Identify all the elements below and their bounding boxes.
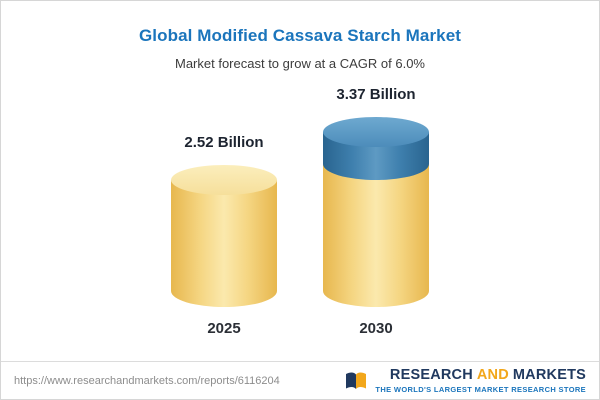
logo-wordmark: RESEARCH AND MARKETS [390, 367, 586, 383]
bar-chart: 2.52 Billion 2025 3.37 Billion 2030 [1, 83, 599, 337]
footer-bar: https://www.researchandmarkets.com/repor… [1, 361, 599, 399]
value-label-2030: 3.37 Billion [336, 86, 416, 103]
bar-column-2025: 2.52 Billion 2025 [171, 134, 277, 337]
category-label-2030: 2030 [359, 320, 393, 337]
logo-tagline: THE WORLD'S LARGEST MARKET RESEARCH STOR… [375, 385, 586, 394]
bar-column-2030: 3.37 Billion 2030 [323, 86, 429, 337]
cylinder-body-2025 [171, 180, 277, 307]
cylinder-top-2030 [323, 117, 429, 147]
bar-2030 [323, 117, 429, 307]
value-label-2025: 2.52 Billion [184, 134, 264, 151]
page-title: Global Modified Cassava Starch Market [138, 26, 462, 45]
report-url: https://www.researchandmarkets.com/repor… [14, 374, 280, 387]
logo-text: RESEARCH AND MARKETS THE WORLD'S LARGEST M… [375, 367, 586, 394]
logo-word-research: RESEARCH [389, 367, 473, 383]
logo-word-markets: MARKETS [512, 367, 586, 383]
open-book-logo-icon [346, 372, 367, 389]
category-label-2025: 2025 [207, 320, 241, 337]
cylinder-top-2025 [171, 165, 277, 195]
page-subtitle: Market forecast to grow at a CAGR of 6.0… [175, 56, 425, 71]
company-logo: RESEARCH AND MARKETS THE WORLD'S LARGEST M… [344, 367, 586, 394]
logo-word-and: AND [476, 367, 509, 383]
chart-header: Global Modified Cassava Starch Market Ma… [1, 1, 599, 71]
bar-2025 [171, 165, 277, 307]
